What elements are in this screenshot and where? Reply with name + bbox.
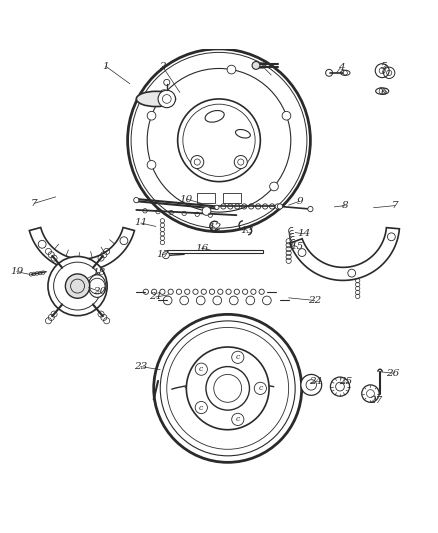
- Circle shape: [308, 206, 313, 212]
- Polygon shape: [167, 250, 262, 254]
- Circle shape: [388, 233, 396, 241]
- Text: c: c: [236, 415, 240, 423]
- Polygon shape: [197, 192, 215, 204]
- Text: 14: 14: [297, 229, 311, 238]
- Polygon shape: [223, 192, 241, 204]
- Circle shape: [48, 256, 107, 316]
- Text: 26: 26: [386, 369, 400, 377]
- Text: 18: 18: [93, 268, 106, 277]
- Text: 11: 11: [134, 219, 147, 228]
- Circle shape: [282, 111, 291, 120]
- Text: 21: 21: [149, 293, 162, 302]
- Text: 13: 13: [240, 227, 254, 235]
- Circle shape: [195, 401, 207, 414]
- Circle shape: [227, 65, 236, 74]
- Circle shape: [215, 205, 219, 209]
- Circle shape: [80, 261, 88, 269]
- Text: 10: 10: [180, 195, 193, 204]
- Circle shape: [232, 351, 244, 364]
- Circle shape: [120, 237, 128, 245]
- Text: 23: 23: [134, 362, 147, 371]
- Text: c: c: [199, 365, 203, 373]
- Text: 22: 22: [308, 296, 321, 305]
- Text: 1: 1: [102, 62, 109, 71]
- Circle shape: [38, 240, 46, 248]
- Circle shape: [191, 156, 204, 168]
- Circle shape: [277, 204, 283, 209]
- Circle shape: [202, 207, 211, 215]
- Circle shape: [158, 90, 176, 108]
- Circle shape: [65, 274, 90, 298]
- Text: 7: 7: [31, 199, 37, 208]
- Circle shape: [232, 413, 244, 425]
- Text: 7: 7: [392, 201, 399, 210]
- Circle shape: [159, 90, 168, 99]
- Text: 16: 16: [195, 244, 208, 253]
- Text: 17: 17: [156, 251, 169, 259]
- Circle shape: [134, 198, 139, 203]
- Circle shape: [270, 182, 279, 191]
- Text: 25: 25: [339, 377, 352, 386]
- Text: 2: 2: [159, 62, 166, 71]
- Text: 27: 27: [369, 396, 382, 405]
- Circle shape: [162, 252, 170, 259]
- Text: 19: 19: [10, 267, 23, 276]
- Polygon shape: [29, 228, 134, 271]
- Text: 9: 9: [296, 197, 303, 206]
- Text: 3: 3: [259, 62, 266, 71]
- Circle shape: [195, 363, 207, 375]
- Text: 8: 8: [342, 201, 349, 210]
- Circle shape: [362, 385, 379, 402]
- Circle shape: [186, 347, 269, 430]
- Text: 20: 20: [93, 287, 106, 296]
- Circle shape: [178, 99, 260, 182]
- Text: 6: 6: [381, 88, 388, 97]
- Circle shape: [147, 111, 156, 120]
- Ellipse shape: [88, 275, 106, 297]
- Text: 12: 12: [208, 223, 221, 232]
- Text: c: c: [199, 403, 203, 411]
- Text: c: c: [236, 353, 240, 361]
- Ellipse shape: [205, 110, 224, 122]
- Circle shape: [154, 314, 302, 462]
- Circle shape: [298, 248, 306, 256]
- Circle shape: [147, 160, 156, 169]
- Text: c: c: [258, 384, 262, 392]
- Text: 24: 24: [309, 377, 322, 386]
- Ellipse shape: [136, 91, 176, 107]
- Circle shape: [252, 61, 260, 69]
- Circle shape: [127, 49, 311, 232]
- Circle shape: [301, 375, 322, 395]
- Circle shape: [275, 204, 280, 209]
- Text: 5: 5: [381, 62, 388, 71]
- Text: 4: 4: [338, 63, 344, 71]
- Circle shape: [330, 377, 350, 396]
- Circle shape: [254, 382, 266, 394]
- Ellipse shape: [236, 130, 251, 138]
- Circle shape: [234, 156, 247, 168]
- Polygon shape: [290, 228, 399, 280]
- Circle shape: [348, 269, 356, 277]
- Text: 15: 15: [291, 243, 304, 252]
